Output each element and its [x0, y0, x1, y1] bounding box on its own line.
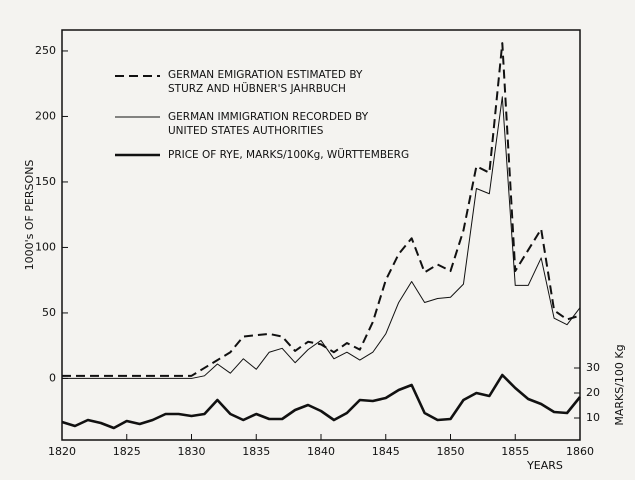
y-tick-label: 100 — [35, 240, 56, 253]
x-tick-label: 1850 — [437, 445, 465, 458]
y2-tick-label: 20 — [586, 386, 600, 399]
x-tick-label: 1855 — [501, 445, 529, 458]
x-tick-label: 1820 — [48, 445, 76, 458]
y-tick-label: 0 — [49, 371, 56, 384]
y2-axis-label: MARKS/100 Kg — [613, 344, 626, 425]
y-tick-label: 150 — [35, 175, 56, 188]
y2-tick-label: 10 — [586, 411, 600, 424]
y-axis-label: 1000's OF PERSONS — [23, 160, 36, 271]
x-tick-label: 1840 — [307, 445, 335, 458]
legend-label: GERMAN EMIGRATION ESTIMATED BY STURZ AND… — [168, 69, 363, 95]
legend-label: PRICE OF RYE, MARKS/100Kg, WÜRTTEMBERG — [168, 149, 410, 161]
x-tick-label: 1825 — [113, 445, 141, 458]
x-tick-label: 1860 — [566, 445, 594, 458]
y-tick-label: 50 — [42, 306, 56, 319]
series-line — [62, 42, 581, 377]
x-tick-label: 1830 — [178, 445, 206, 458]
series-line — [61, 373, 582, 430]
x-tick-label: 1845 — [372, 445, 400, 458]
x-tick-label: 1835 — [242, 445, 270, 458]
y-tick-label: 200 — [35, 109, 56, 122]
y2-tick-label: 30 — [586, 361, 600, 374]
y-tick-label: 250 — [35, 44, 56, 57]
x-axis-label: YEARS — [526, 459, 563, 472]
legend-label: GERMAN IMMIGRATION RECORDED BY UNITED ST… — [168, 111, 369, 137]
series-line — [62, 96, 581, 379]
